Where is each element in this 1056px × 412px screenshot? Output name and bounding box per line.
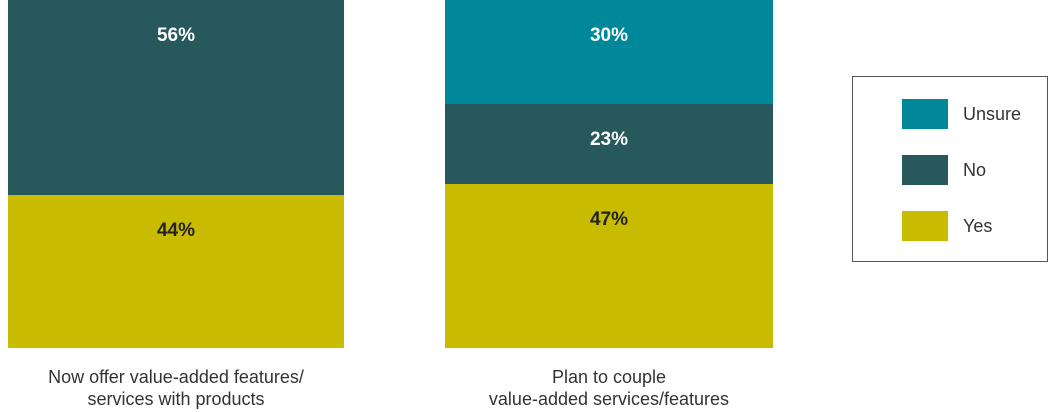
- legend-swatch: [902, 211, 948, 241]
- legend-label: Yes: [963, 216, 993, 236]
- legend-label: No: [963, 160, 987, 180]
- data-label: 23%: [589, 129, 629, 151]
- x-tick-label: Now offer value-added features/ services…: [48, 367, 304, 409]
- data-label: 47%: [589, 209, 629, 231]
- data-label: 44%: [156, 219, 196, 241]
- bar-segment: [445, 184, 773, 348]
- legend-swatch: [902, 99, 948, 129]
- legend-swatch: [902, 155, 948, 185]
- x-tick-label: Plan to couple value-added services/feat…: [488, 367, 730, 409]
- data-label: 30%: [589, 25, 629, 46]
- bar-segment: [445, 0, 773, 105]
- bar-segment: [445, 104, 773, 185]
- data-label: 56%: [156, 25, 196, 46]
- bar-segment: [8, 0, 344, 195]
- legend: Yes No Unsure: [852, 76, 1048, 262]
- legend-label: Unsure: [963, 104, 1022, 124]
- bar-segment: [8, 194, 344, 348]
